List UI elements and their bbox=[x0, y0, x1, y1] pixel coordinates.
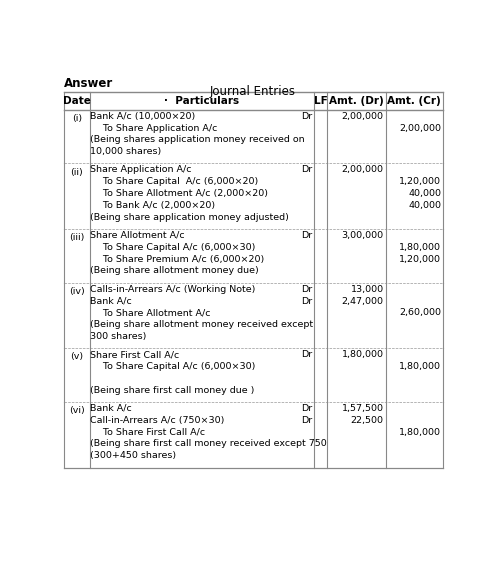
Text: (300+450 shares): (300+450 shares) bbox=[90, 451, 176, 460]
Text: Calls-in-Arrears A/c (Working Note): Calls-in-Arrears A/c (Working Note) bbox=[90, 285, 256, 294]
Text: 22,500: 22,500 bbox=[351, 416, 384, 425]
Text: (Being share allotment money due): (Being share allotment money due) bbox=[90, 266, 259, 275]
Text: (vi): (vi) bbox=[69, 406, 85, 415]
Text: (v): (v) bbox=[70, 352, 83, 361]
Text: 2,00,000: 2,00,000 bbox=[342, 165, 384, 174]
Text: Amt. (Cr): Amt. (Cr) bbox=[387, 96, 441, 106]
Text: To Share Capital  A/c (6,000×20): To Share Capital A/c (6,000×20) bbox=[97, 177, 258, 186]
Text: Dr: Dr bbox=[301, 296, 312, 306]
Text: 1,80,000: 1,80,000 bbox=[399, 243, 441, 252]
Text: 40,000: 40,000 bbox=[408, 189, 441, 198]
Text: (iii): (iii) bbox=[69, 233, 85, 242]
Text: 1,80,000: 1,80,000 bbox=[342, 350, 384, 359]
Text: (iv): (iv) bbox=[69, 287, 85, 296]
Text: (ii): (ii) bbox=[70, 168, 83, 177]
Text: Bank A/c: Bank A/c bbox=[90, 404, 132, 413]
Text: To Share Premium A/c (6,000×20): To Share Premium A/c (6,000×20) bbox=[97, 254, 264, 264]
Text: To Share Allotment A/c: To Share Allotment A/c bbox=[97, 308, 211, 318]
Text: 1,80,000: 1,80,000 bbox=[399, 362, 441, 371]
Text: Dr: Dr bbox=[301, 231, 312, 240]
Text: (i): (i) bbox=[72, 114, 82, 123]
Text: Dr: Dr bbox=[301, 165, 312, 174]
Text: Share Allotment A/c: Share Allotment A/c bbox=[90, 231, 185, 240]
Text: Journal Entries: Journal Entries bbox=[210, 85, 296, 98]
Text: To Share Capital A/c (6,000×30): To Share Capital A/c (6,000×30) bbox=[97, 243, 255, 252]
Text: Amt. (Dr): Amt. (Dr) bbox=[329, 96, 384, 106]
Text: Dr: Dr bbox=[301, 350, 312, 359]
Text: Call-in-Arrears A/c (750×30): Call-in-Arrears A/c (750×30) bbox=[90, 416, 225, 425]
Text: Share Application A/c: Share Application A/c bbox=[90, 165, 192, 174]
Text: Bank A/c: Bank A/c bbox=[90, 296, 132, 306]
Text: (Being share application money adjusted): (Being share application money adjusted) bbox=[90, 212, 289, 222]
Text: 13,000: 13,000 bbox=[351, 285, 384, 294]
Text: Dr: Dr bbox=[301, 404, 312, 413]
Text: Date: Date bbox=[63, 96, 91, 106]
Text: 3,00,000: 3,00,000 bbox=[342, 231, 384, 240]
Text: Share First Call A/c: Share First Call A/c bbox=[90, 350, 179, 359]
Text: (Being share first call money received except 750: (Being share first call money received e… bbox=[90, 440, 327, 448]
Text: To Bank A/c (2,000×20): To Bank A/c (2,000×20) bbox=[97, 201, 215, 210]
Text: 1,20,000: 1,20,000 bbox=[399, 254, 441, 264]
Text: To Share Allotment A/c (2,000×20): To Share Allotment A/c (2,000×20) bbox=[97, 189, 268, 198]
Text: (Being shares application money received on: (Being shares application money received… bbox=[90, 135, 305, 144]
Text: To Share First Call A/c: To Share First Call A/c bbox=[97, 428, 205, 437]
Text: Answer: Answer bbox=[64, 77, 113, 90]
Text: Dr: Dr bbox=[301, 285, 312, 294]
Text: Dr: Dr bbox=[301, 112, 312, 121]
Text: 1,80,000: 1,80,000 bbox=[399, 428, 441, 437]
Text: Bank A/c (10,000×20): Bank A/c (10,000×20) bbox=[90, 112, 196, 121]
Text: 40,000: 40,000 bbox=[408, 201, 441, 210]
Text: (Being share allotment money received except: (Being share allotment money received ex… bbox=[90, 320, 314, 329]
Text: 1,57,500: 1,57,500 bbox=[342, 404, 384, 413]
Text: To Share Capital A/c (6,000×30): To Share Capital A/c (6,000×30) bbox=[97, 362, 255, 371]
Text: 2,00,000: 2,00,000 bbox=[399, 123, 441, 132]
Text: 300 shares): 300 shares) bbox=[90, 332, 146, 341]
Text: To Share Application A/c: To Share Application A/c bbox=[97, 123, 217, 132]
Text: (Being share first call money due ): (Being share first call money due ) bbox=[90, 386, 255, 395]
Text: ·  Particulars: · Particulars bbox=[165, 96, 240, 106]
Text: Dr: Dr bbox=[301, 416, 312, 425]
Text: 10,000 shares): 10,000 shares) bbox=[90, 147, 162, 156]
Text: 1,20,000: 1,20,000 bbox=[399, 177, 441, 186]
Text: 2,60,000: 2,60,000 bbox=[399, 308, 441, 318]
Text: 2,00,000: 2,00,000 bbox=[342, 112, 384, 121]
Text: LF: LF bbox=[314, 96, 327, 106]
Text: 2,47,000: 2,47,000 bbox=[342, 296, 384, 306]
